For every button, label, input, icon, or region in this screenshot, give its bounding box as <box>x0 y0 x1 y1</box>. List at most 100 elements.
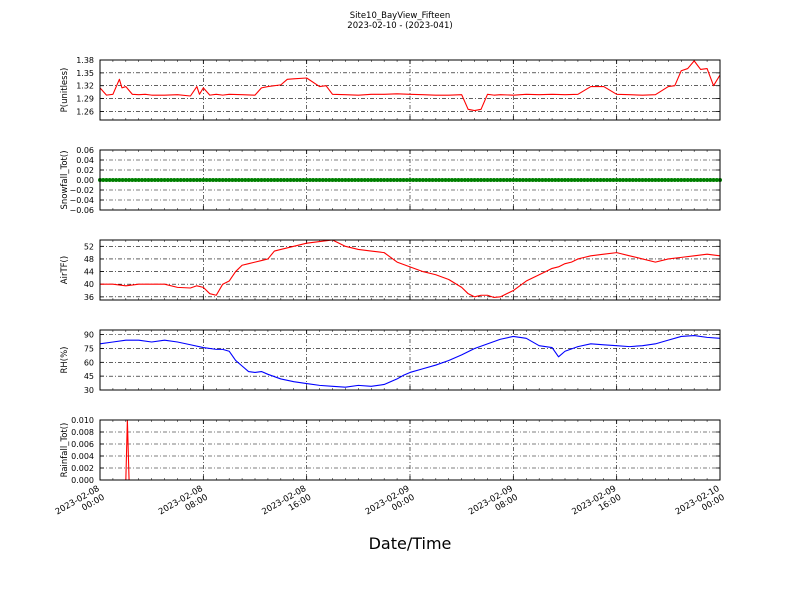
y-axis-label: RH(%) <box>60 346 70 373</box>
data-point <box>172 178 177 182</box>
data-point <box>243 178 248 182</box>
x-tick-label: 2023-02-0800:00 <box>54 484 107 526</box>
data-point <box>159 178 164 182</box>
data-point <box>385 178 390 182</box>
data-point <box>272 178 277 182</box>
data-point <box>446 178 451 182</box>
data-point <box>472 178 477 182</box>
data-point <box>191 178 196 182</box>
data-point <box>572 178 577 182</box>
data-point <box>630 178 635 182</box>
data-point <box>275 178 280 182</box>
data-point <box>553 178 558 182</box>
data-point <box>401 178 406 182</box>
data-point <box>517 178 522 182</box>
data-point <box>101 178 106 182</box>
data-point <box>485 178 490 182</box>
y-axis-label: Snowfall_Tot() <box>60 150 70 209</box>
data-point <box>511 178 516 182</box>
panel-frame <box>99 329 721 391</box>
data-point <box>498 178 503 182</box>
data-point <box>643 178 648 182</box>
data-point <box>343 178 348 182</box>
data-point <box>640 178 645 182</box>
data-point <box>695 178 700 182</box>
y-tick-label: 0.006 <box>71 440 94 449</box>
data-point <box>588 178 593 182</box>
data-point <box>411 178 416 182</box>
y-tick-label: 0.00 <box>76 176 94 185</box>
data-point <box>711 178 716 182</box>
data-point <box>156 178 161 182</box>
data-point <box>676 178 681 182</box>
data-point <box>201 178 206 182</box>
data-point <box>579 178 584 182</box>
data-point <box>546 178 551 182</box>
data-point <box>120 178 125 182</box>
panel-frame <box>99 149 721 211</box>
data-point <box>495 178 500 182</box>
data-point <box>650 178 655 182</box>
data-point <box>533 178 538 182</box>
data-point <box>479 178 484 182</box>
data-point <box>575 178 580 182</box>
y-tick-label: −0.06 <box>69 206 94 215</box>
x-axis-label: Date/Time <box>368 534 452 553</box>
data-point <box>214 178 219 182</box>
data-point <box>143 178 148 182</box>
data-point <box>491 178 496 182</box>
x-tick-label: 2023-02-1000:00 <box>674 484 727 526</box>
x-tick-label: 2023-02-0900:00 <box>364 484 417 526</box>
y-tick-label: 0.004 <box>71 452 94 461</box>
data-point <box>178 178 183 182</box>
data-point <box>372 178 377 182</box>
y-axis-label: AirTF() <box>60 256 70 284</box>
data-point <box>550 178 555 182</box>
data-point <box>656 178 661 182</box>
data-point <box>227 178 232 182</box>
data-point <box>378 178 383 182</box>
data-point <box>424 178 429 182</box>
data-point <box>388 178 393 182</box>
data-point <box>501 178 506 182</box>
data-point <box>688 178 693 182</box>
y-tick-label: 44 <box>84 268 94 277</box>
data-point <box>127 178 132 182</box>
data-point <box>708 178 713 182</box>
y-tick-label: 30 <box>84 386 94 395</box>
data-point <box>194 178 199 182</box>
data-point <box>198 178 203 182</box>
data-point <box>204 178 209 182</box>
data-point <box>617 178 622 182</box>
y-tick-label: −0.04 <box>69 196 94 205</box>
y-tick-label: 40 <box>84 280 94 289</box>
data-point <box>666 178 671 182</box>
data-point <box>327 178 332 182</box>
data-point <box>110 178 115 182</box>
data-point <box>382 178 387 182</box>
data-point <box>417 178 422 182</box>
data-point <box>175 178 180 182</box>
panel-frame <box>99 239 721 301</box>
data-point <box>123 178 128 182</box>
data-point <box>220 178 225 182</box>
data-point <box>427 178 432 182</box>
data-point <box>246 178 251 182</box>
x-tick-label: 2023-02-0908:00 <box>467 484 520 526</box>
data-point <box>362 178 367 182</box>
data-point <box>685 178 690 182</box>
data-point <box>682 178 687 182</box>
data-point <box>253 178 257 182</box>
data-point <box>340 178 345 182</box>
data-point <box>659 178 664 182</box>
data-point <box>488 178 493 182</box>
data-point <box>459 178 464 182</box>
y-tick-label: 52 <box>84 242 94 251</box>
data-point <box>469 178 474 182</box>
data-point <box>359 178 364 182</box>
data-point <box>527 178 532 182</box>
data-point <box>637 178 642 182</box>
data-point <box>117 178 122 182</box>
data-point <box>504 178 509 182</box>
data-point <box>705 178 710 182</box>
